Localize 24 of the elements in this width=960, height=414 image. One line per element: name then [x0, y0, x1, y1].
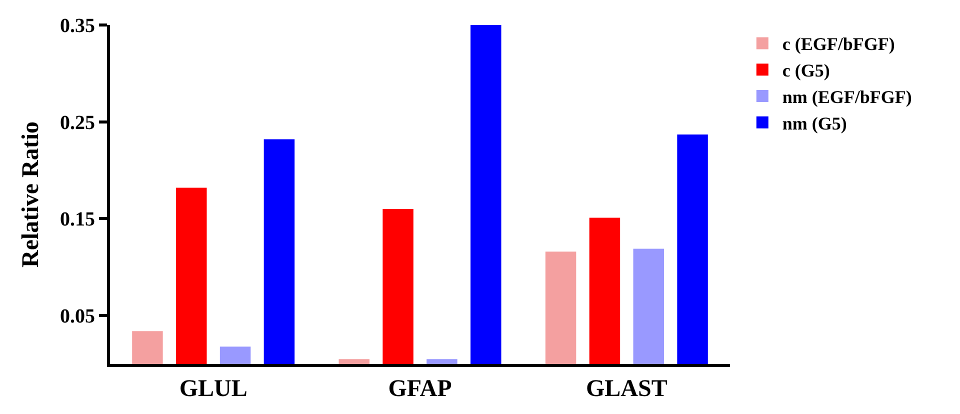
bar [382, 209, 414, 364]
bar [132, 331, 163, 364]
bar [338, 359, 370, 364]
y-tick-label: 0.35 [60, 15, 95, 37]
bar [677, 134, 708, 364]
bar [545, 252, 576, 364]
legend-label: c (G5) [782, 60, 830, 81]
bar [176, 188, 207, 364]
bar [633, 248, 664, 364]
x-tick-label: GLAST [586, 376, 668, 402]
bar [589, 218, 620, 364]
bar [470, 25, 502, 364]
y-tick-label: 0.25 [60, 112, 95, 134]
bar [426, 359, 458, 364]
legend-label: nm (G5) [782, 113, 847, 134]
legend-label: nm (EGF/bFGF) [782, 87, 912, 108]
y-tick-label: 0.15 [60, 208, 95, 231]
bar [220, 346, 251, 364]
x-tick-label: GLUL [179, 376, 248, 402]
x-tick-label: GFAP [388, 376, 452, 402]
y-tick-label: 0.05 [60, 306, 95, 328]
bar [264, 139, 295, 364]
legend-label: c (EGF/bFGF) [782, 34, 895, 54]
y-axis-title: Relative Ratio [18, 122, 44, 268]
